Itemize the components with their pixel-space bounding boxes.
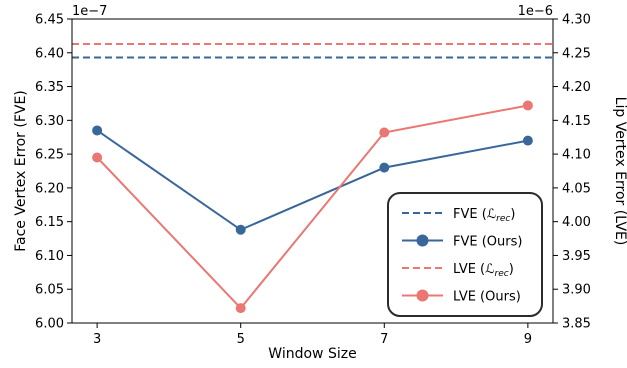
x-tick-label-5: 5: [237, 332, 245, 347]
lve-ours-point-5: [235, 303, 246, 314]
left-tick-label: 6.00: [35, 317, 64, 332]
right-axis-offset-text: 1e−6: [518, 4, 553, 19]
right-tick-label: 4.15: [562, 114, 591, 129]
x-axis-label: Window Size: [268, 346, 356, 362]
right-tick-label: 3.90: [562, 283, 591, 298]
fve-ours-point-5: [235, 224, 246, 235]
x-tick-label-3: 3: [93, 332, 101, 347]
fve-ours-point-9: [522, 135, 533, 146]
left-tick-label: 6.30: [35, 114, 64, 129]
lve-ours-point-9: [522, 100, 533, 111]
fve-ours-point-3: [92, 125, 103, 136]
left-tick-label: 6.05: [35, 283, 64, 298]
lve-ours-point-7: [379, 127, 390, 138]
left-tick-label: 6.40: [35, 46, 64, 61]
left-tick-label: 6.15: [35, 215, 64, 230]
left-tick-label: 6.20: [35, 181, 64, 196]
right-axis-label: Lip Vertex Error (LVE): [612, 97, 627, 246]
legend: FVE (ℒrec)FVE (Ours)LVE (ℒrec)LVE (Ours): [387, 192, 543, 317]
right-tick-label: 4.05: [562, 181, 591, 196]
right-tick-label: 4.25: [562, 46, 591, 61]
right-tick-label: 4.30: [562, 13, 591, 28]
x-tick-label-9: 9: [524, 332, 532, 347]
left-axis-label: Face Vertex Error (FVE): [13, 90, 29, 252]
lve-ours-point-3: [92, 152, 103, 163]
left-tick-label: 6.10: [35, 249, 64, 264]
lve-ours-line: [96, 104, 529, 310]
legend-label-lve-ours: LVE (Ours): [453, 290, 521, 305]
right-tick-label: 4.00: [562, 215, 591, 230]
legend-marker-lve-ours: [416, 289, 429, 302]
left-axis-offset-text: 1e−7: [72, 4, 107, 19]
left-tick-label: 6.45: [35, 13, 64, 28]
right-tick-label: 3.85: [562, 317, 591, 332]
legend-label-fve-ours: FVE (Ours): [453, 235, 522, 250]
fve-ours-line: [96, 129, 529, 231]
fve-ours-point-7: [379, 162, 390, 173]
legend-box: [387, 192, 543, 317]
x-tick-label-7: 7: [380, 332, 388, 347]
right-tick-label: 3.95: [562, 249, 591, 264]
plot-frame: [71, 18, 554, 324]
left-tick-label: 6.25: [35, 148, 64, 163]
left-tick-label: 6.35: [35, 80, 64, 95]
legend-marker-fve-ours: [416, 234, 429, 247]
right-tick-label: 4.10: [562, 148, 591, 163]
right-tick-label: 4.20: [562, 80, 591, 95]
